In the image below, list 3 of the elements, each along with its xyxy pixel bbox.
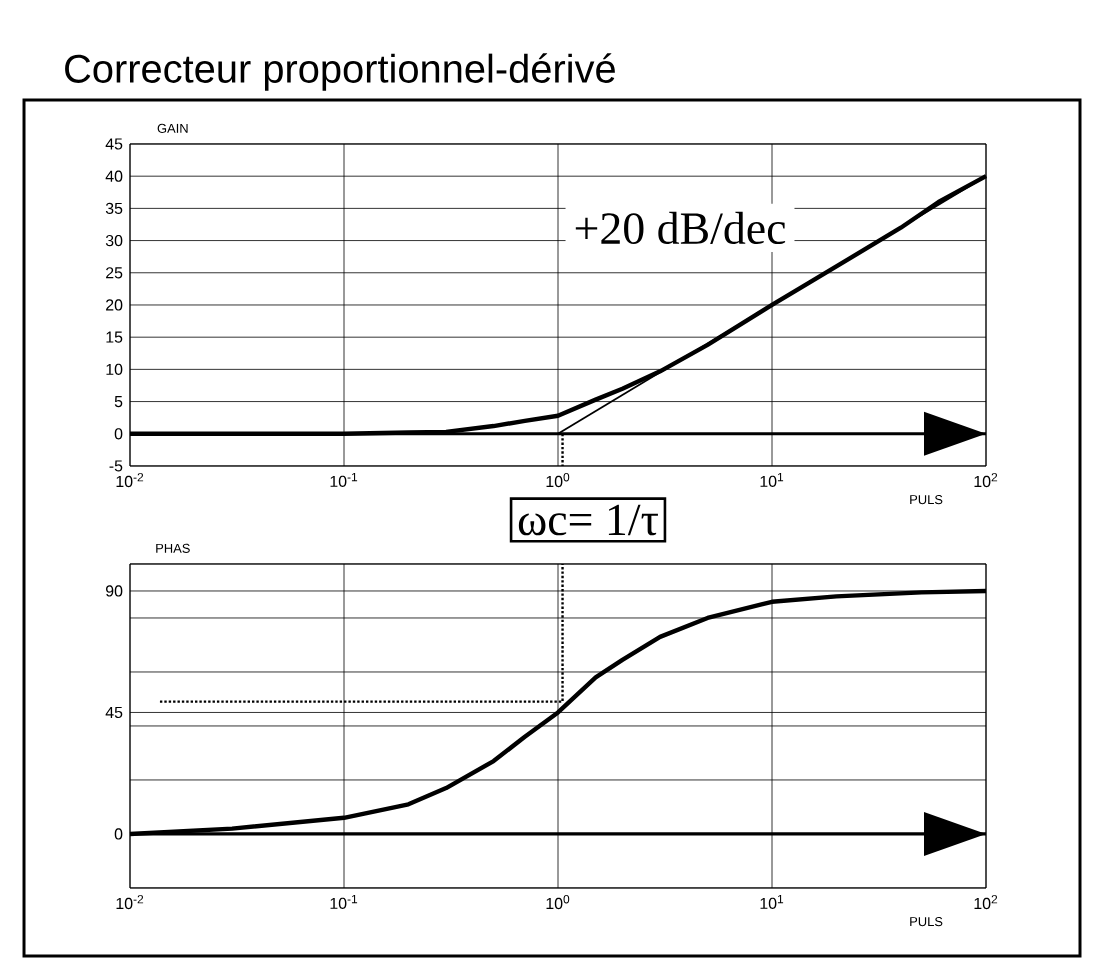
text: ωc= 1/τ: [518, 504, 658, 536]
chart-title: Correcteur proportionnel-dérivé: [65, 53, 615, 91]
annotation: +20 dB/dec: [575, 211, 786, 245]
